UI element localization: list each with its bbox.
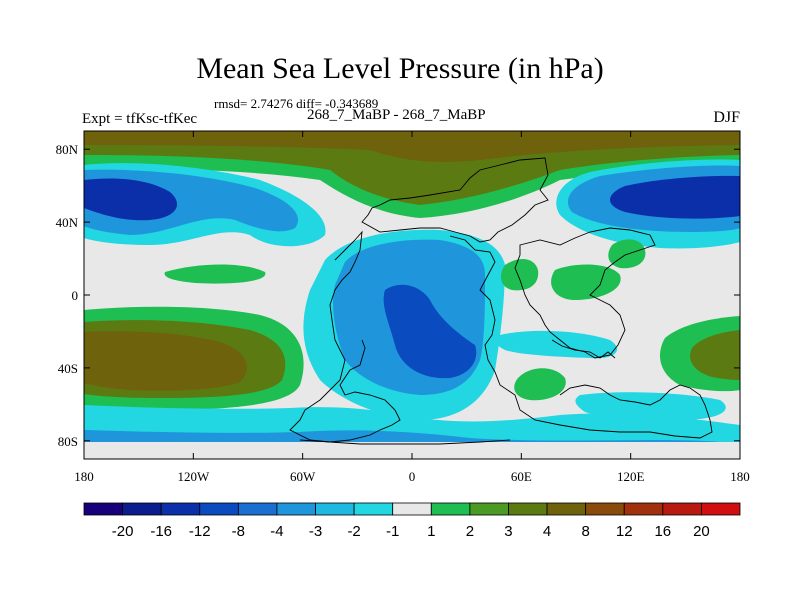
colorbar-swatch xyxy=(623,502,664,516)
coastline-central-continent xyxy=(449,235,713,439)
negative-patch-south-east xyxy=(575,392,726,420)
colorbar-swatch xyxy=(701,502,741,516)
colorbar-swatch xyxy=(276,502,316,516)
colorbar-swatch xyxy=(83,502,123,516)
north-pacific-low-east-core xyxy=(610,175,740,219)
positive-patch-asia xyxy=(608,239,646,269)
positive-patch-indian xyxy=(551,264,621,300)
subtitle: 268_7_MaBP - 268_7_MaBP xyxy=(307,107,486,123)
colorbar-label: 4 xyxy=(543,523,551,540)
colorbar-swatch xyxy=(508,502,548,516)
colorbar-label: 8 xyxy=(581,523,589,540)
colorbar-swatch xyxy=(315,502,355,516)
positive-patch-south xyxy=(514,368,566,401)
southern-positive-east-core xyxy=(690,330,740,380)
tropical-positive-west xyxy=(164,264,266,284)
arctic-positive-peak xyxy=(84,131,740,162)
coastline-east-continent xyxy=(514,227,656,359)
stats-text: rmsd= 2.74276 diff= -0.343689 xyxy=(214,96,379,111)
colorbar-swatch xyxy=(546,502,587,516)
y-tick-label: 40N xyxy=(56,215,79,230)
colorbar: -20 -16 -12 -8 -4 -3 -2 -1 1 2 3 4 8 12 16 20 xyxy=(83,502,741,540)
colorbar-swatch xyxy=(237,502,278,516)
colorbar-swatch xyxy=(469,502,509,516)
colorbar-label: 12 xyxy=(616,523,633,540)
colorbar-label: 20 xyxy=(693,523,710,540)
x-tick-label: 180 xyxy=(730,469,750,484)
coastline-antarctic-edge xyxy=(299,439,511,445)
antarctic-neutral xyxy=(84,442,740,459)
colorbar-label: 2 xyxy=(466,523,474,540)
colorbar-label: -20 xyxy=(112,523,134,540)
x-tick-label: 60E xyxy=(511,469,532,484)
southern-positive-west-core xyxy=(84,331,247,391)
colorbar-swatch xyxy=(122,502,162,516)
y-tick-label: 80N xyxy=(56,142,79,157)
colorbar-swatch xyxy=(662,502,702,516)
colorbar-label: -12 xyxy=(189,523,211,540)
positive-patch-africa xyxy=(500,258,539,291)
y-tick-label: 80S xyxy=(58,434,78,449)
colorbar-label: 16 xyxy=(654,523,671,540)
colorbar-label: -16 xyxy=(150,523,172,540)
x-tick-label: 180 xyxy=(74,469,94,484)
colorbar-label: 3 xyxy=(504,523,512,540)
experiment-label: Expt = tfKsc-tfKec xyxy=(82,111,198,127)
y-axis: 80N 40N 0 40S 80S xyxy=(56,142,740,449)
colorbar-swatch xyxy=(199,502,239,516)
y-tick-label: 40S xyxy=(58,361,78,376)
map-field xyxy=(84,131,740,459)
central-negative-core xyxy=(383,284,477,379)
colorbar-swatch xyxy=(585,502,625,516)
coastline-north-continent xyxy=(361,157,549,243)
colorbar-swatch xyxy=(353,502,394,516)
season-label: DJF xyxy=(713,109,740,126)
colorbar-swatch xyxy=(430,502,471,516)
map-title: Mean Sea Level Pressure (in hPa) xyxy=(196,52,604,85)
colorbar-label: -2 xyxy=(347,523,360,540)
x-tick-label: 0 xyxy=(409,469,416,484)
x-tick-label: 120W xyxy=(177,469,210,484)
colorbar-label: -8 xyxy=(232,523,245,540)
coastline-peninsula xyxy=(551,339,616,359)
colorbar-label: -1 xyxy=(386,523,399,540)
north-pacific-low-west-core xyxy=(84,178,178,221)
colorbar-swatch xyxy=(392,502,432,516)
x-axis: 180 120W 60W 0 60E 120E 180 xyxy=(74,131,750,484)
y-tick-label: 0 xyxy=(72,288,79,303)
coastline-west-continent xyxy=(289,230,401,443)
colorbar-label: -3 xyxy=(309,523,322,540)
colorbar-label: 1 xyxy=(427,523,435,540)
x-tick-label: 60W xyxy=(290,469,316,484)
coastlines xyxy=(289,157,713,445)
x-tick-label: 120E xyxy=(617,469,645,484)
colorbar-swatch xyxy=(160,502,201,516)
colorbar-label: -4 xyxy=(270,523,283,540)
